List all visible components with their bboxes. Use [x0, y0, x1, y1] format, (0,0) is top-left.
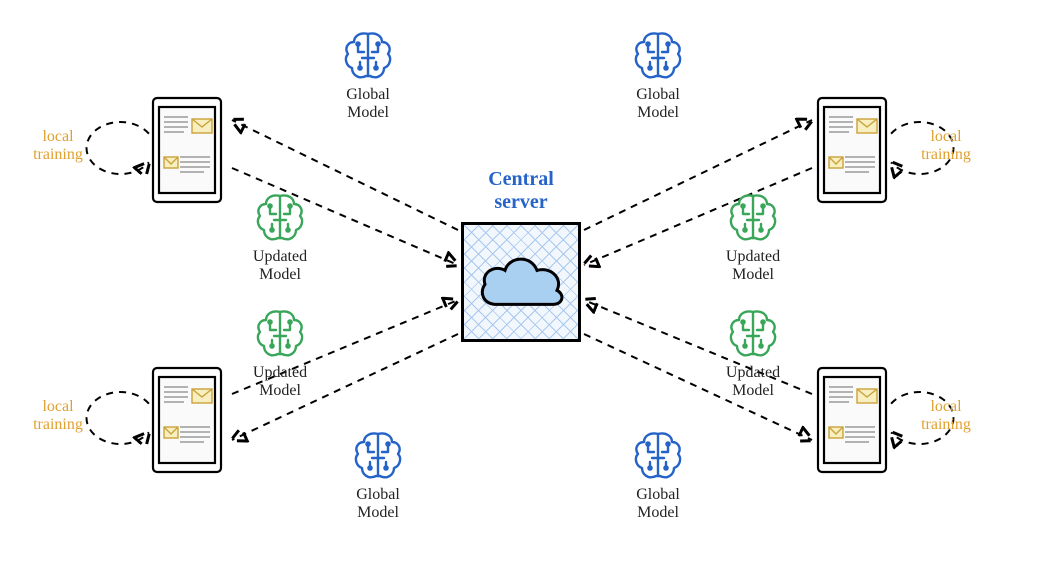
global-model-brain-icon: [350, 430, 406, 482]
updated-model-brain-icon: [725, 192, 781, 244]
updated-model-brain-icon: [725, 308, 781, 360]
updated-model-brain-icon: [252, 192, 308, 244]
client-device: [815, 95, 889, 205]
global-model-brain-icon: [630, 30, 686, 82]
global-model-brain-icon: [630, 430, 686, 482]
cloud-icon: [473, 248, 569, 318]
central-server-title: Central server: [466, 168, 576, 214]
global-model-label: Global Model: [613, 486, 703, 523]
local-training-label: local training: [18, 398, 98, 435]
updated-model-label: Updated Model: [708, 364, 798, 401]
local-training-label: local training: [906, 128, 986, 165]
updated-model-label: Updated Model: [235, 364, 325, 401]
client-device: [150, 95, 224, 205]
updated-model-label: Updated Model: [708, 248, 798, 285]
local-training-label: local training: [18, 128, 98, 165]
global-model-label: Global Model: [613, 86, 703, 123]
central-server-box: [461, 222, 581, 342]
updated-model-label: Updated Model: [235, 248, 325, 285]
global-model-brain-icon: [340, 30, 396, 82]
updated-model-brain-icon: [252, 308, 308, 360]
client-device: [150, 365, 224, 475]
global-model-label: Global Model: [323, 86, 413, 123]
local-training-label: local training: [906, 398, 986, 435]
client-device: [815, 365, 889, 475]
global-model-label: Global Model: [333, 486, 423, 523]
